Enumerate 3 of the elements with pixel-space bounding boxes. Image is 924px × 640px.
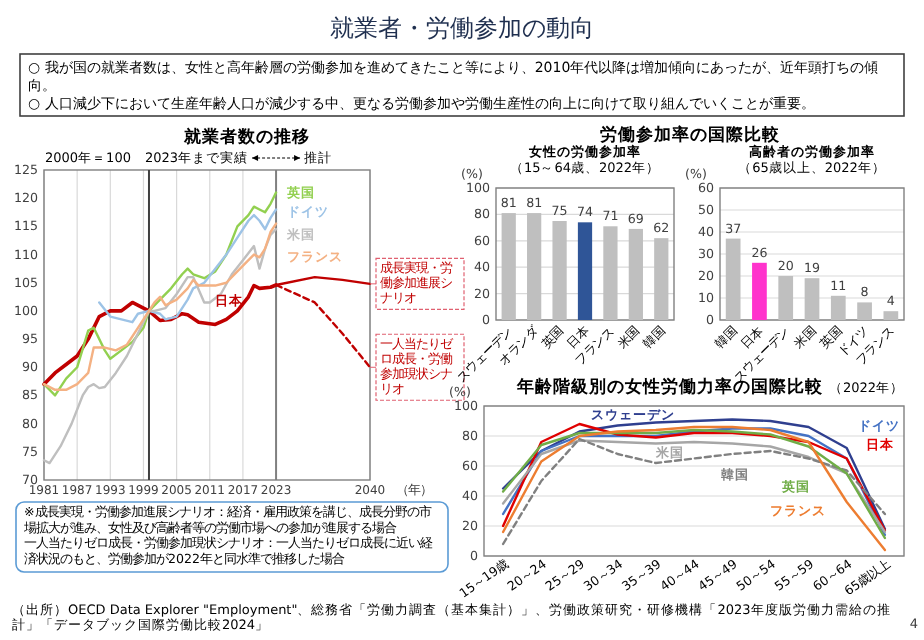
chart-title: 就業者数の推移 [182,126,310,148]
text: 就業者・労働参加の動向 [330,14,594,42]
text: 労働参加率の国際比較 [600,124,782,146]
